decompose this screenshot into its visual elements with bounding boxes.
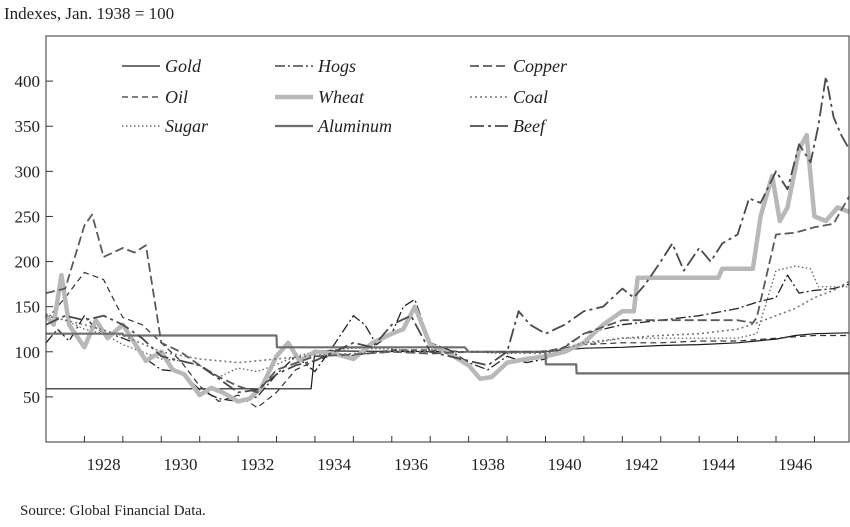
x-tick-label-1934: 1934 [317,455,352,474]
x-tick-label-1946: 1946 [778,455,812,474]
y-tick-label-250: 250 [15,207,41,226]
legend-label-sugar: Sugar [165,116,209,136]
legend-label-hogs: Hogs [317,56,356,76]
x-tick-label-1938: 1938 [471,455,505,474]
y-tick-label-100: 100 [15,343,41,362]
y-tick-label-400: 400 [15,72,41,91]
legend-label-oil: Oil [165,87,188,107]
series-line-oil [45,271,849,409]
series-line-sugar [45,265,849,378]
legend-label-wheat: Wheat [318,87,365,107]
source-note: Source: Global Financial Data. [20,503,206,519]
series-line-hogs [45,274,850,403]
y-tick-label-200: 200 [15,253,41,272]
y-tick-label-50: 50 [23,388,40,407]
legend-label-gold: Gold [165,56,202,76]
x-ticks: 1928 1930 1932 1934 1936 1938 1940 1942 1944 1946 [45,436,815,474]
series-line-coal [45,280,850,364]
legend-label-aluminum: Aluminum [317,116,392,136]
x-tick-label-1928: 1928 [87,455,121,474]
y-tick-label-150: 150 [15,298,41,317]
plot-frame [45,35,850,443]
legend-label-beef: Beef [513,116,548,136]
y-tick-label-350: 350 [15,117,41,136]
legend-label-copper: Copper [513,56,568,76]
x-tick-label-1940: 1940 [548,455,582,474]
y-ticks: 50 100 150 200 250 300 350 400 [15,72,53,407]
x-tick-label-1932: 1932 [240,455,274,474]
x-tick-label-1936: 1936 [394,455,428,474]
series-line-wheat [44,132,850,404]
series-line-copper [45,196,850,394]
x-tick-label-1930: 1930 [163,455,197,474]
series-lines [44,75,850,409]
legend: Gold Oil Sugar Hogs Wheat Aluminum Copper Coal B… [122,56,568,136]
series-line-beef [45,75,850,394]
y-tick-label-300: 300 [15,162,41,181]
x-tick-label-1942: 1942 [625,455,659,474]
series-line-aluminum [46,332,849,375]
x-tick-label-1944: 1944 [701,455,736,474]
legend-label-coal: Coal [513,87,548,107]
series-line-gold [46,332,850,390]
y-axis-label: Indexes, Jan. 1938 = 100 [4,4,175,23]
